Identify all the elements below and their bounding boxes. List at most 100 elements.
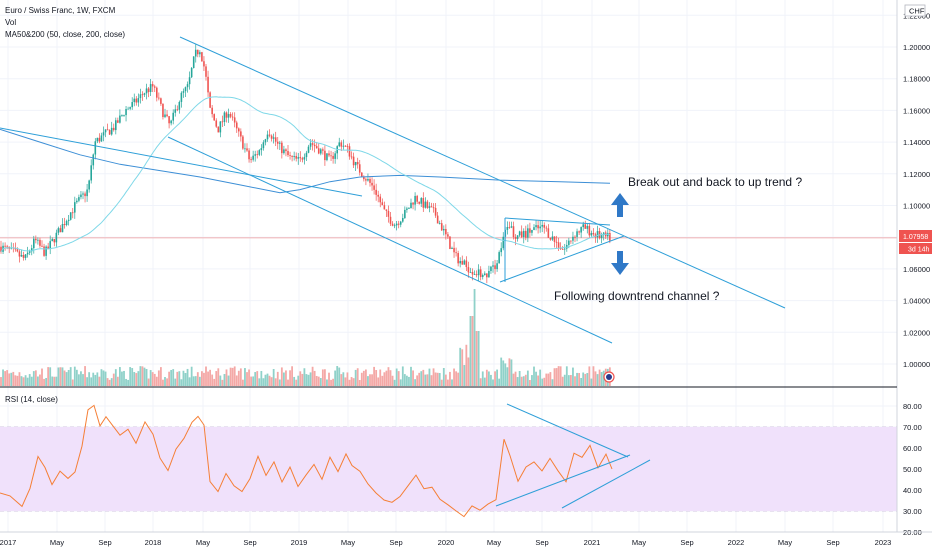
volume-bar [426, 374, 429, 386]
volume-bar [61, 367, 64, 386]
volume-bar [37, 376, 39, 386]
candle-body [160, 98, 162, 104]
time-axis[interactable]: 2017 May Sep 2018 May Sep 2019 May Sep 2020 May Sep… [0, 538, 891, 547]
volume-bar [475, 331, 478, 386]
rsi-tick-label: 60.00 [903, 444, 922, 453]
candle-body [502, 236, 505, 249]
candle-body [348, 146, 351, 157]
volume-bar [157, 370, 160, 386]
volume-bar [600, 372, 603, 386]
volume-bar [555, 368, 558, 386]
volume-bar [313, 370, 316, 386]
candle-body [582, 224, 584, 228]
candle-body [213, 114, 215, 121]
candle-body [184, 87, 187, 92]
candle-body [428, 206, 431, 208]
volume-bar [432, 368, 435, 386]
volume-bar [55, 376, 58, 386]
volume-bar [184, 372, 187, 386]
candle-body [254, 154, 256, 156]
volume-bar [131, 368, 134, 386]
volume-bar [522, 376, 525, 386]
price-axis[interactable]: 1.220001.200001.180001.160001.140001.120… [903, 11, 930, 369]
price-candles [0, 44, 611, 284]
candle-body [522, 230, 525, 238]
candle-body [104, 129, 107, 133]
candle-body [186, 84, 189, 88]
candle-body [121, 115, 123, 116]
volume-bar [106, 378, 109, 386]
candle-body [41, 245, 43, 247]
volume-bar [485, 369, 488, 386]
candle-body [332, 155, 334, 159]
currency-badge[interactable] [904, 4, 926, 17]
candle-body [494, 265, 496, 270]
volume-bar [39, 374, 41, 386]
time-tick-label: May [632, 538, 646, 547]
candle-body [291, 155, 293, 157]
volume-bar [98, 376, 101, 386]
candle-body [492, 265, 494, 267]
volume-bar [559, 366, 562, 386]
candle-body [49, 241, 51, 249]
candle-body [289, 155, 291, 156]
volume-bar [455, 371, 457, 386]
candle-body [363, 176, 365, 180]
volume-bar [252, 376, 255, 386]
volume-bar [180, 379, 183, 386]
volume-bar [283, 372, 285, 386]
candle-body [563, 248, 566, 250]
candle-body [555, 241, 558, 243]
candle-body [315, 146, 318, 149]
time-tick-label: Sep [243, 538, 256, 547]
ma200-line [0, 128, 611, 194]
volume-bar [471, 316, 474, 386]
candle-body [135, 98, 138, 103]
candle-body [449, 236, 451, 249]
candle-body [39, 239, 41, 246]
volume-bar [258, 378, 261, 386]
volume-bar [8, 373, 11, 386]
volume-bar [94, 374, 97, 386]
volume-bar [430, 375, 433, 386]
candle-body [20, 254, 23, 257]
volume-bar [369, 374, 371, 386]
volume-bar [266, 373, 269, 386]
volume-bar [434, 372, 437, 386]
volume-bar [414, 379, 416, 386]
candle-body [176, 109, 179, 111]
volume-bar [305, 374, 308, 386]
volume-bar [2, 369, 4, 386]
volume-bar [490, 374, 492, 386]
countdown-label: 3d 14h [908, 247, 930, 254]
volume-bar [598, 369, 601, 386]
candle-body [354, 162, 357, 166]
candle-body [324, 150, 326, 161]
volume-bar [377, 377, 380, 386]
volume-marker-dot [606, 374, 612, 380]
candle-body [572, 236, 574, 241]
volume-bar [533, 366, 535, 386]
candle-body [311, 143, 314, 145]
volume-bar [510, 359, 513, 386]
volume-bar [338, 367, 341, 386]
candle-body [510, 226, 513, 228]
volume-bar [346, 372, 349, 386]
volume-bar [354, 369, 357, 386]
candle-body [45, 246, 47, 256]
candle-body [145, 88, 148, 94]
volume-bar [516, 377, 519, 386]
volume-bar [580, 377, 583, 386]
volume-bar [147, 378, 150, 386]
candle-body [588, 225, 591, 236]
volume-bar [84, 366, 86, 386]
volume-bar [342, 372, 345, 386]
candle-body [192, 56, 195, 69]
volume-bar [162, 379, 164, 386]
trend-drawings[interactable] [0, 36, 786, 509]
volume-bar [278, 379, 281, 386]
candle-body [479, 269, 482, 277]
candle-body [28, 251, 31, 253]
